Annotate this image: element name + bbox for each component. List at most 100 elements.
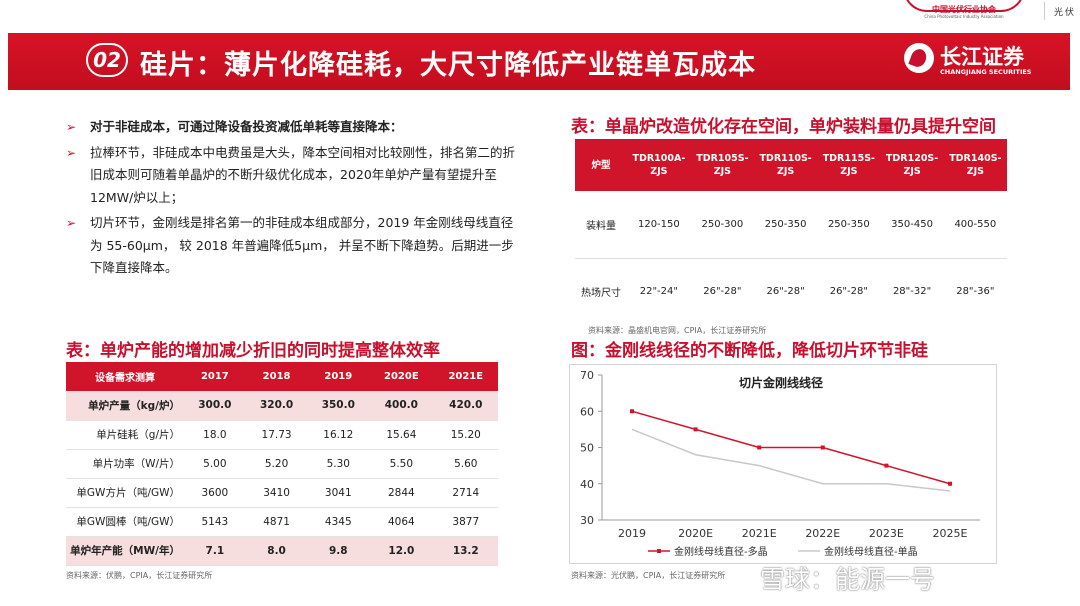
table-cell: 250-350: [764, 218, 807, 230]
table-cell: 28"-32": [892, 286, 932, 298]
table-header-cell: 2019: [324, 371, 353, 382]
table-cell: 5.30: [326, 457, 350, 470]
table-cell: 12.0: [388, 544, 415, 557]
x-tick-label: 2023E: [869, 527, 904, 540]
bullet-item: ➢ 对于非硅成本，可通过降设备投资减低单耗等直接降本：: [66, 116, 520, 139]
table-header-cell: 2017: [200, 371, 229, 382]
table-cell: 3877: [452, 515, 480, 528]
legend-label: 金刚线母线直径-单晶: [824, 545, 918, 558]
bullet-item: ➢ 切片环节，金刚线是排名第一的非硅成本组成部分，2019 年金刚线母线直径为 …: [66, 212, 520, 280]
table-row: 单片硅耗（g/片） 18.0 17.73 16.12 15.64 15.20: [66, 420, 498, 449]
x-tick-label: 2020E: [678, 527, 713, 540]
table-row: 单炉年产能（MW/年） 7.1 8.0 9.8 12.0 13.2: [66, 536, 498, 565]
arrow-right-icon: ➢: [66, 145, 77, 160]
table-cell: 250-350: [827, 218, 870, 230]
table-cell: 单片硅耗（g/片）: [96, 429, 180, 441]
table-cell: 3041: [324, 486, 352, 499]
brand-logo: 长江证券 CHANGJIANG SECURITIES: [904, 41, 1044, 81]
y-tick-label: 30: [580, 514, 594, 527]
bullet-list: ➢ 对于非硅成本，可通过降设备投资减低单耗等直接降本： ➢ 拉棒环节，非硅成本中…: [66, 116, 520, 283]
bullet-text: 切片环节，金刚线是排名第一的非硅成本组成部分，2019 年金刚线母线直径为 55…: [90, 215, 514, 275]
table-cell: 单GW圆棒（吨/GW）: [76, 516, 180, 528]
table-cell: 7.1: [205, 544, 225, 557]
arrow-right-icon: ➢: [66, 216, 77, 230]
table-header-cell: 2018: [262, 371, 291, 382]
table-row: 热场尺寸 22"-24" 26"-28" 26"-28" 26"-28" 28"…: [575, 258, 1007, 325]
right-table-title: 表：单晶炉改造优化存在空间，单炉装料量仍具提升空间: [571, 117, 996, 137]
left-table-title: 表：单炉产能的增加减少折旧的同时提高整体效率: [66, 341, 440, 361]
table-cell: 250-300: [701, 218, 744, 230]
table-cell: 4064: [387, 515, 415, 528]
table-header-cell: TDR115S-ZJS: [822, 153, 875, 177]
table-row: 装料量 120-150 250-300 250-350 250-350 350-…: [575, 191, 1007, 258]
furnace-table: 炉型 TDR100A-ZJS TDR105S-ZJS TDR110S-ZJS T…: [575, 139, 1007, 325]
table-cell: 28"-36": [956, 286, 995, 298]
table-cell: 9.8: [328, 544, 348, 557]
table-cell: 装料量: [586, 220, 616, 232]
y-tick-label: 60: [580, 405, 594, 418]
data-point: [820, 445, 825, 450]
title-bar: [8, 33, 1070, 90]
y-tick-label: 50: [580, 442, 594, 455]
table-cell: 单片功率（W/片）: [92, 458, 180, 470]
table-cell: 18.0: [203, 428, 227, 441]
series-line: [631, 410, 951, 485]
capacity-table: 设备需求测算 2017 2018 2019 2020E 2021E 单炉产量（k…: [66, 362, 498, 566]
table-cell: 420.0: [449, 399, 483, 412]
table-cell: 3600: [201, 486, 229, 499]
table-header-row: 炉型 TDR100A-ZJS TDR105S-ZJS TDR110S-ZJS T…: [575, 139, 1007, 191]
watermark: 雪球：能源一号: [760, 565, 936, 594]
association-name: 中国光伏行业协会: [932, 5, 996, 14]
y-tick-label: 70: [580, 369, 594, 382]
table-cell: 16.12: [323, 428, 354, 441]
table-cell: 26"-28": [766, 286, 805, 298]
brand-name: 长江证券: [940, 45, 1024, 69]
table-row: 单GW圆棒（吨/GW） 5143 4871 4345 4064 3877: [66, 507, 498, 536]
legend-marker: [657, 549, 661, 553]
association-subtitle: China Photovoltaic Industry Association: [924, 14, 1004, 19]
table-cell: 350.0: [321, 399, 355, 412]
section-number-badge: 02: [86, 43, 128, 77]
table-cell: 4345: [324, 515, 352, 528]
table-cell: 5143: [201, 515, 229, 528]
x-tick-label: 2019: [618, 527, 646, 540]
table-row: 单GW方片（吨/GW） 3600 3410 3041 2844 2714: [66, 478, 498, 507]
table-cell: 15.64: [386, 428, 417, 441]
association-logo: 中国光伏行业协会 China Photovoltaic Industry Ass…: [893, 0, 1035, 20]
bullet-item: ➢ 拉棒环节，非硅成本中电费虽是大头，降本空间相对比较刚性，排名第二的折旧成本则…: [66, 142, 520, 210]
table-header-cell: TDR105S-ZJS: [696, 153, 749, 177]
table-cell: 3410: [263, 486, 290, 499]
slide-title: 硅片：薄片化降硅耗，大尺寸降低产业链单瓦成本: [140, 50, 756, 81]
x-tick-label: 2022E: [805, 527, 840, 540]
table-header-cell: 设备需求测算: [95, 373, 155, 384]
chart-title: 切片金刚线线径: [739, 375, 823, 390]
table-cell: 2714: [452, 486, 480, 499]
data-point: [630, 409, 634, 414]
table-cell: 4871: [263, 515, 290, 528]
table-cell: 26"-28": [703, 286, 742, 298]
chart-section-title: 图：金刚线线径的不断降低，降低切片环节非硅: [571, 341, 928, 361]
right-table-source: 资料来源：晶盛机电官网，CPIA，长江证券研究所: [588, 326, 767, 335]
table-header-cell: TDR120S-ZJS: [885, 153, 939, 177]
left-table-source: 资料来源：伏鹏，CPIA，长江证券研究所: [66, 571, 213, 580]
table-header-cell: TDR100A-ZJS: [632, 153, 686, 177]
table-cell: 17.73: [261, 428, 292, 441]
table-cell: 350-450: [891, 218, 933, 230]
header-tag: 光伏: [1054, 8, 1077, 18]
brand-english: CHANGJIANG SECURITIES: [940, 68, 1032, 76]
table-cell: 320.0: [259, 399, 294, 412]
table-cell: 13.2: [452, 544, 479, 557]
brand-mark-icon: [904, 43, 934, 73]
table-header-cell: 2020E: [384, 371, 419, 382]
x-tick-label: 2025E: [933, 527, 968, 540]
table-header-cell: 2021E: [448, 371, 484, 382]
table-cell: 5.00: [203, 457, 227, 470]
data-point: [693, 427, 698, 432]
table-cell: 单GW方片（吨/GW）: [76, 487, 180, 499]
table-cell: 15.20: [450, 428, 481, 441]
arrow-right-icon: ➢: [66, 120, 77, 134]
table-cell: 5.60: [454, 457, 478, 470]
table-row: 单炉产量（kg/炉） 300.0 320.0 350.0 400.0 420.0: [66, 391, 498, 420]
table-header-row: 设备需求测算 2017 2018 2019 2020E 2021E: [66, 362, 498, 391]
data-point: [884, 463, 889, 468]
